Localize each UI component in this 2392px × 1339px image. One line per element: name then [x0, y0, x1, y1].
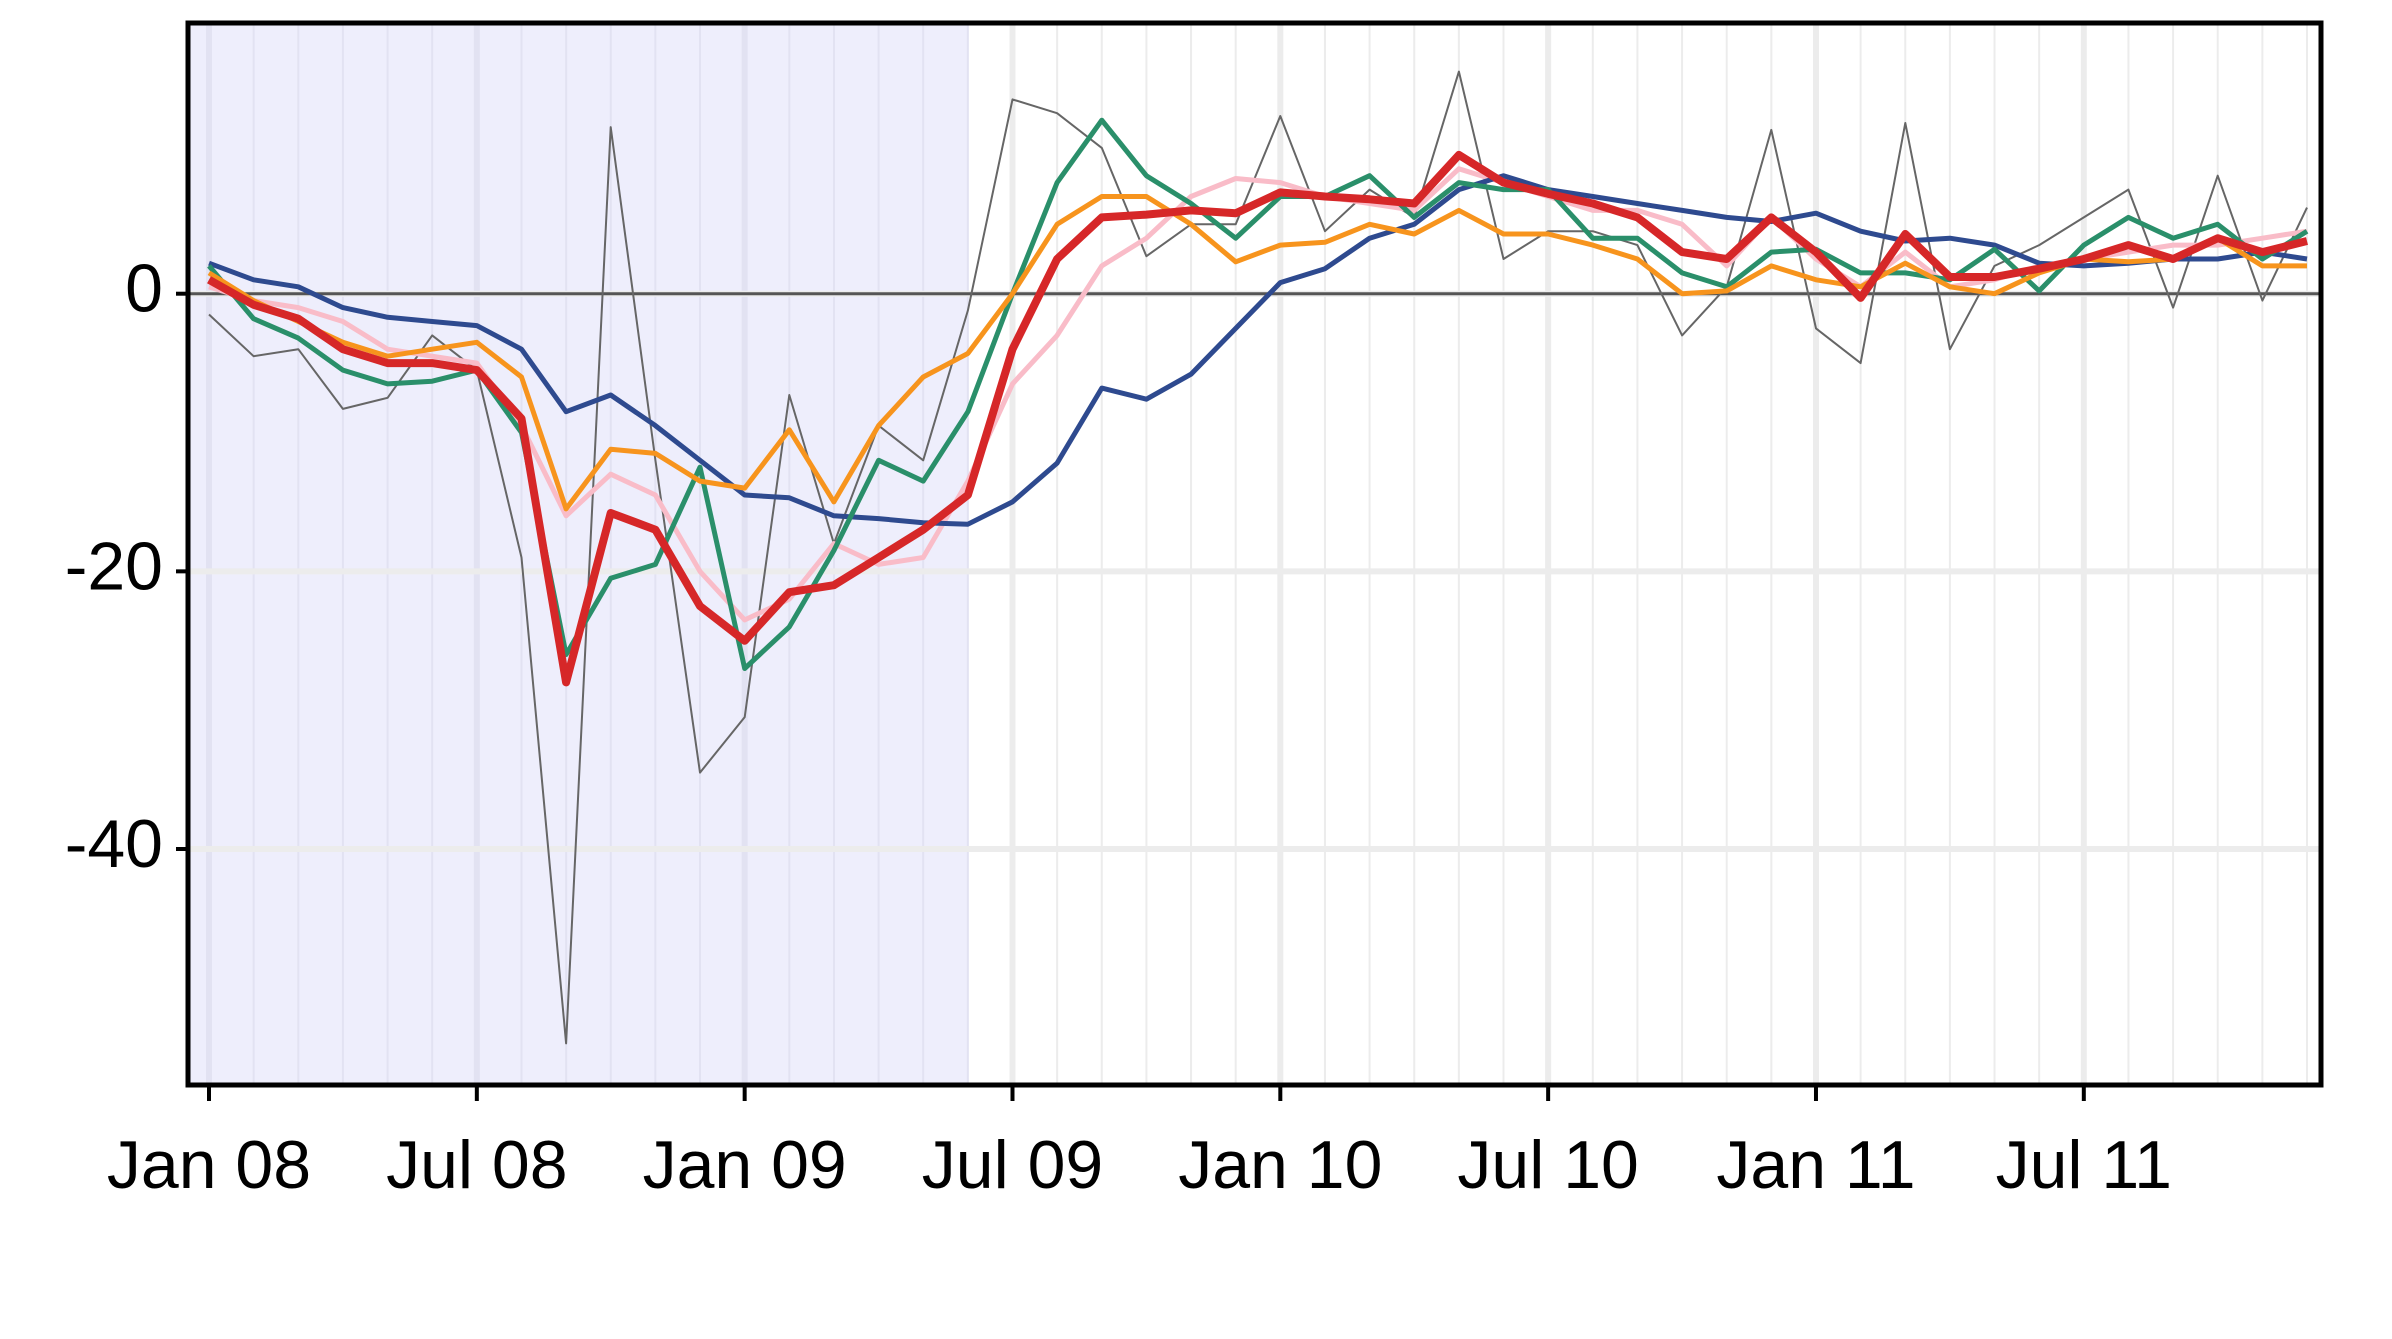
x-tick-label: Jan 09 [643, 1127, 847, 1203]
x-tick-label: Jan 08 [107, 1127, 311, 1203]
series-line [207, 150, 2308, 687]
series-line [208, 173, 2308, 527]
x-tick-label: Jul 08 [386, 1127, 567, 1203]
y-tick-label: -40 [65, 806, 163, 882]
x-tick-label: Jul 10 [1457, 1127, 1638, 1203]
series-line [208, 70, 2308, 1045]
shaded-period [188, 23, 968, 1085]
x-tick-label: Jul 09 [922, 1127, 1103, 1203]
series-line [207, 194, 2307, 512]
y-tick-label: 0 [125, 251, 163, 327]
y-tick-label: -20 [65, 528, 163, 604]
x-tick-label: Jan 10 [1178, 1127, 1382, 1203]
plot-frame [185, 20, 2324, 1088]
x-tick-label: Jan 11 [1716, 1127, 1915, 1203]
x-tick-label: Jul 11 [1996, 1127, 2172, 1203]
